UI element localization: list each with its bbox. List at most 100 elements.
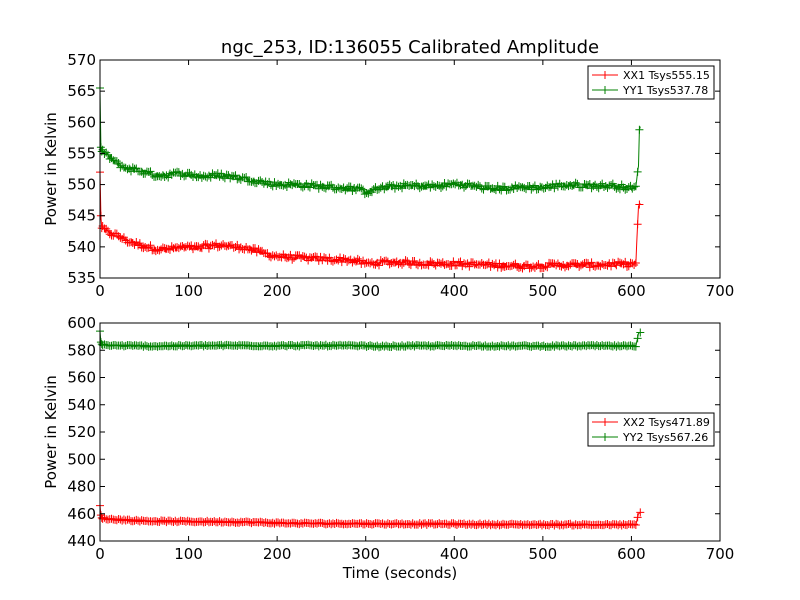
data-point	[428, 519, 437, 528]
data-point	[470, 181, 479, 190]
legend-marker	[601, 71, 609, 79]
data-point	[608, 179, 617, 188]
y-tick-label: 540	[67, 238, 96, 256]
data-point	[105, 230, 114, 239]
data-point	[362, 188, 371, 197]
data-point	[468, 519, 477, 528]
data-point	[607, 521, 616, 530]
legend: XX1 Tsys555.15 YY1 Tsys537.78	[587, 65, 715, 100]
data-point	[313, 519, 321, 528]
data-point	[362, 342, 371, 351]
data-point	[272, 342, 281, 351]
data-point	[610, 182, 619, 191]
data-point	[548, 180, 557, 189]
legend-label: YY2 Tsys567.26	[622, 431, 708, 444]
x-tick-label: 0	[95, 282, 105, 300]
data-point	[298, 183, 307, 192]
data-point	[212, 239, 221, 248]
data-point	[398, 260, 407, 269]
data-point	[314, 342, 323, 351]
series-1	[96, 501, 645, 530]
data-point	[128, 163, 137, 172]
data-point	[472, 182, 481, 191]
data-point	[137, 243, 146, 252]
data-point	[490, 520, 499, 529]
data-point	[249, 177, 258, 186]
data-point	[300, 252, 309, 261]
data-point	[288, 255, 297, 264]
data-point	[454, 258, 463, 267]
data-point	[146, 241, 155, 250]
y-tick-label: 560	[67, 113, 96, 131]
data-point	[571, 520, 580, 529]
data-point	[390, 341, 399, 350]
x-tick-label: 200	[263, 282, 292, 300]
data-point	[171, 168, 180, 177]
data-point	[231, 171, 240, 180]
data-point	[382, 256, 391, 265]
data-point	[348, 258, 357, 267]
data-point	[112, 157, 121, 166]
chart-title: ngc_253, ID:136055 Calibrated Amplitude	[221, 37, 599, 58]
data-point	[187, 241, 196, 250]
data-point	[601, 181, 610, 190]
data-point	[346, 182, 355, 191]
data-point	[539, 263, 548, 272]
data-point	[282, 254, 291, 263]
data-point	[282, 342, 291, 351]
data-point	[357, 184, 366, 193]
data-point	[623, 521, 631, 530]
data-point	[201, 172, 210, 181]
data-point	[630, 520, 639, 529]
data-point	[173, 243, 182, 252]
data-point	[254, 245, 263, 254]
data-point	[286, 250, 295, 259]
data-point	[408, 181, 417, 190]
data-point	[415, 184, 424, 193]
data-point	[174, 517, 183, 526]
data-point	[235, 518, 244, 527]
data-point	[174, 168, 183, 177]
data-point	[422, 260, 431, 269]
data-point	[401, 256, 410, 265]
data-point	[366, 259, 375, 268]
data-point	[596, 181, 605, 190]
data-point	[371, 260, 380, 269]
data-point	[631, 258, 640, 267]
data-point	[174, 340, 183, 349]
data-point	[369, 520, 378, 529]
data-point	[484, 519, 493, 528]
data-point	[557, 262, 566, 271]
data-point	[137, 516, 146, 525]
data-point	[598, 260, 607, 269]
data-point	[181, 341, 190, 350]
data-point	[497, 263, 506, 272]
data-point	[132, 238, 141, 247]
data-point	[399, 179, 408, 188]
x-tick-label: 500	[529, 545, 558, 563]
data-point	[245, 245, 254, 254]
data-point	[155, 517, 164, 526]
legend-marker	[601, 418, 609, 426]
data-point	[359, 185, 368, 194]
data-point	[537, 183, 546, 192]
data-point	[429, 260, 438, 269]
data-point	[107, 514, 116, 523]
x-tick-label: 300	[351, 545, 380, 563]
data-point	[408, 519, 417, 528]
data-point	[387, 259, 396, 268]
data-point	[518, 183, 527, 192]
data-point	[584, 259, 593, 268]
data-point	[362, 519, 371, 528]
data-point	[529, 183, 538, 192]
data-point	[601, 261, 610, 270]
y-tick-label: 540	[67, 396, 96, 414]
data-point	[444, 260, 453, 269]
data-point	[636, 508, 645, 517]
data-point	[118, 161, 127, 170]
data-point	[141, 341, 150, 350]
data-point	[424, 341, 433, 350]
data-point	[233, 175, 242, 184]
y-tick-label: 550	[67, 176, 96, 194]
data-point	[405, 519, 414, 528]
